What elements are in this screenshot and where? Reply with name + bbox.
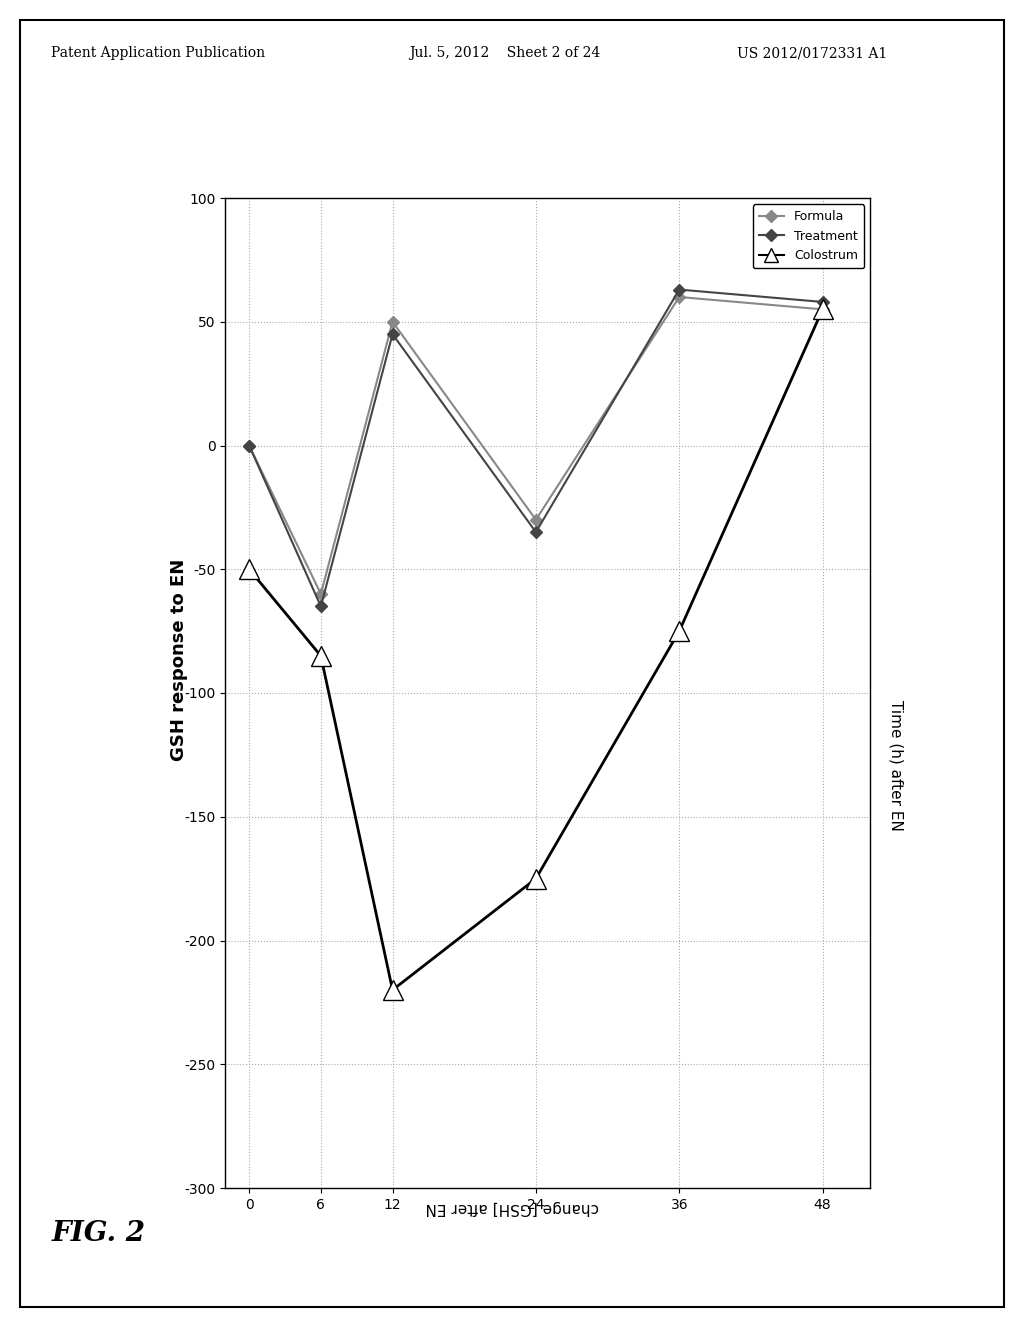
Text: US 2012/0172331 A1: US 2012/0172331 A1 [737, 46, 888, 61]
Treatment [816, 294, 828, 310]
Formula [243, 438, 255, 454]
Colostrum [243, 561, 255, 577]
Treatment [243, 438, 255, 454]
Formula [314, 586, 327, 602]
Text: GSH response to EN: GSH response to EN [170, 558, 188, 762]
Treatment [673, 281, 685, 297]
Colostrum [673, 623, 685, 639]
Formula [673, 289, 685, 305]
Text: change [GSH] after EN: change [GSH] after EN [425, 1200, 599, 1216]
Text: Time (h) after EN: Time (h) after EN [889, 700, 903, 832]
Colostrum [816, 301, 828, 317]
Formula [816, 301, 828, 317]
Legend: Formula, Treatment, Colostrum: Formula, Treatment, Colostrum [753, 205, 864, 268]
Treatment [314, 598, 327, 614]
Text: Patent Application Publication: Patent Application Publication [51, 46, 265, 61]
Text: FIG. 2: FIG. 2 [51, 1221, 145, 1247]
Line: Treatment: Treatment [245, 285, 826, 611]
Line: Formula: Formula [245, 293, 826, 598]
Colostrum [386, 982, 398, 998]
Line: Colostrum: Colostrum [240, 300, 833, 999]
Text: Jul. 5, 2012    Sheet 2 of 24: Jul. 5, 2012 Sheet 2 of 24 [410, 46, 601, 61]
Formula [386, 314, 398, 330]
Treatment [529, 524, 542, 540]
Colostrum [529, 871, 542, 887]
Treatment [386, 326, 398, 342]
Colostrum [314, 648, 327, 664]
Formula [529, 512, 542, 528]
